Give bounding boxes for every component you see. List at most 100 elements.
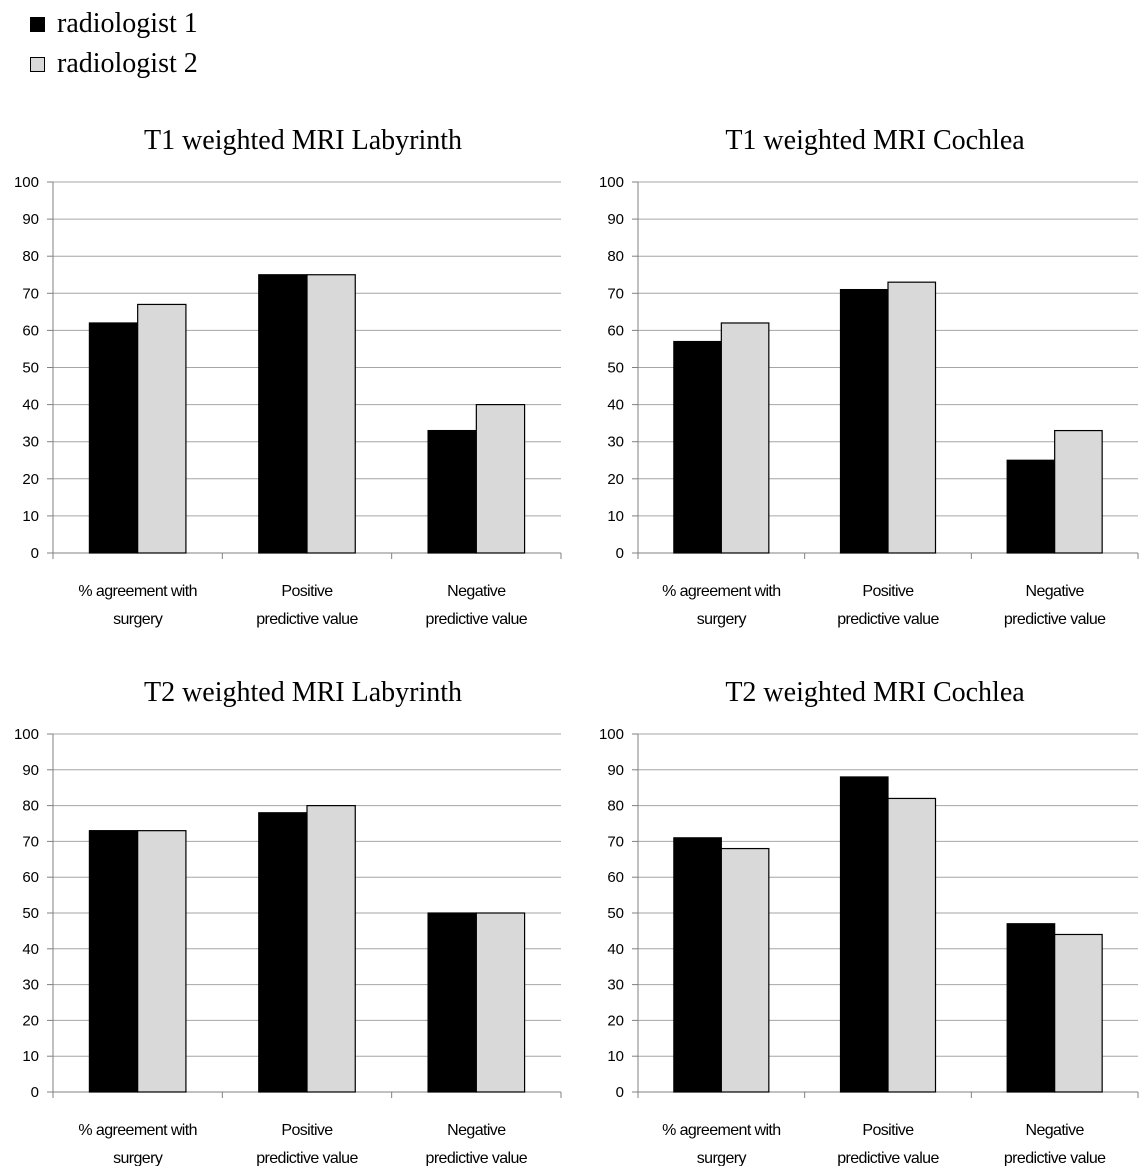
chart-3-category-label: Positive: [281, 1122, 333, 1139]
legend-item-radiologist-2: radiologist 2: [30, 44, 198, 84]
chart-3-bar-radiologist-2: [306, 804, 356, 1093]
chart-4-bar-radiologist-1: [1006, 923, 1056, 1093]
chart-2-title: T1 weighted MRI Cochlea: [725, 125, 1025, 156]
chart-2-y-tick-label: 0: [616, 545, 624, 562]
chart-4-category-label: Negative: [1025, 1122, 1084, 1139]
chart-4-y-tick-label: 80: [607, 798, 624, 815]
chart-3-category-label: predictive value: [426, 1150, 528, 1166]
chart-3-bar-radiologist-2: [137, 830, 187, 1093]
chart-1-bar-radiologist-1: [88, 322, 139, 554]
chart-1-y-tick-label: 0: [31, 545, 39, 562]
chart-1-y-tick-label: 60: [22, 322, 39, 339]
chart-3-y-tick-label: 80: [22, 798, 39, 815]
chart-3-bar-radiologist-1: [427, 912, 477, 1093]
chart-2-y-tick-label: 30: [607, 434, 624, 451]
chart-1-y-tick-label: 90: [22, 211, 39, 228]
chart-4-y-tick-label: 20: [607, 1012, 624, 1029]
chart-4-y-tick-label: 90: [607, 762, 624, 779]
chart-4-title: T2 weighted MRI Cochlea: [725, 677, 1025, 708]
chart-2-y-tick-label: 80: [607, 248, 624, 265]
chart-1-category-label: % agreement with: [78, 583, 196, 600]
chart-1-y-tick-label: 30: [22, 434, 39, 451]
chart-4-y-tick-label: 10: [607, 1048, 624, 1065]
chart-3-y-tick-label: 10: [22, 1048, 39, 1065]
chart-3-category-label: Negative: [447, 1122, 506, 1139]
chart-2-category-label: Positive: [862, 583, 914, 600]
chart-2-bar-radiologist-2: [887, 281, 937, 554]
chart-2-y-tick-label: 90: [607, 211, 624, 228]
chart-4-category-label: Positive: [862, 1122, 914, 1139]
chart-4-category-label: surgery: [697, 1150, 747, 1166]
chart-2-y-tick-label: 50: [607, 360, 624, 377]
legend-item-radiologist-1: radiologist 1: [30, 4, 198, 44]
chart-1-y-tick-label: 100: [14, 174, 39, 191]
chart-4-y-tick-label: 70: [607, 833, 624, 850]
chart-4-y-tick-label: 30: [607, 977, 624, 994]
chart-2-bar-radiologist-2: [1054, 429, 1103, 554]
chart-2-y-tick-label: 20: [607, 471, 624, 488]
chart-4-category-label: predictive value: [837, 1150, 939, 1166]
chart-1-y-tick-label: 20: [22, 471, 39, 488]
chart-3-category-label: predictive value: [256, 1150, 358, 1166]
chart-3-y-tick-label: 30: [22, 977, 39, 994]
chart-4-bar-radiologist-2: [720, 847, 770, 1093]
chart-2-y-tick-label: 60: [607, 322, 624, 339]
chart-1-bar-radiologist-2: [475, 404, 526, 554]
chart-3-y-tick-label: 50: [22, 905, 39, 922]
legend-swatch-radiologist-1: [30, 16, 45, 32]
chart-3-y-tick-label: 90: [22, 762, 39, 779]
chart-2-bar-radiologist-2: [720, 322, 770, 554]
chart-4-category-label: predictive value: [1004, 1150, 1106, 1166]
chart-2-bar-radiologist-1: [673, 340, 722, 554]
chart-1-y-tick-label: 80: [22, 248, 39, 265]
chart-1-category-label: Positive: [281, 583, 333, 600]
chart-1-bar-radiologist-1: [258, 274, 308, 554]
chart-1-bar-radiologist-1: [427, 429, 477, 554]
chart-4-y-tick-label: 0: [616, 1084, 624, 1101]
legend-label: radiologist 2: [57, 48, 198, 79]
chart-1-bar-radiologist-2: [137, 303, 187, 554]
chart-3-bar-radiologist-1: [258, 812, 308, 1093]
legend-label: radiologist 1: [57, 8, 198, 39]
chart-3-y-tick-label: 70: [22, 833, 39, 850]
chart-1-category-label: predictive value: [426, 611, 528, 628]
chart-3-y-tick-label: 20: [22, 1012, 39, 1029]
chart-1-y-tick-label: 10: [22, 508, 39, 525]
chart-1-category-label: predictive value: [256, 611, 358, 628]
chart-4-bar-radiologist-1: [839, 776, 889, 1093]
chart-1-y-tick-label: 50: [22, 360, 39, 377]
chart-4-bar-radiologist-2: [887, 797, 937, 1093]
chart-2-category-label: Negative: [1025, 583, 1084, 600]
chart-2-category-label: % agreement with: [662, 583, 780, 600]
chart-4-y-tick-label: 50: [607, 905, 624, 922]
chart-2-category-label: surgery: [697, 611, 747, 628]
chart-3-title: T2 weighted MRI Labyrinth: [144, 677, 462, 708]
chart-4-bar-radiologist-1: [673, 837, 722, 1093]
chart-4-category-label: % agreement with: [662, 1122, 780, 1139]
chart-1-bar-radiologist-2: [306, 274, 356, 554]
chart-3-y-tick-label: 0: [31, 1084, 39, 1101]
chart-4-bar-radiologist-2: [1054, 933, 1103, 1093]
chart-3-category-label: % agreement with: [78, 1122, 196, 1139]
chart-3-bar-radiologist-1: [88, 830, 139, 1093]
chart-2-bar-radiologist-1: [1006, 459, 1056, 554]
chart-3-y-tick-label: 100: [14, 726, 39, 743]
chart-1-y-tick-label: 70: [22, 285, 39, 302]
chart-3-y-tick-label: 60: [22, 869, 39, 886]
chart-2-category-label: predictive value: [1004, 611, 1106, 628]
chart-3-category-label: surgery: [113, 1150, 163, 1166]
chart-2-y-tick-label: 40: [607, 397, 624, 414]
chart-1-y-tick-label: 40: [22, 397, 39, 414]
chart-2-bar-radiologist-1: [839, 288, 889, 554]
chart-2-y-tick-label: 10: [607, 508, 624, 525]
chart-4-y-tick-label: 100: [599, 726, 624, 743]
legend-swatch-radiologist-2: [30, 56, 45, 72]
chart-2-y-tick-label: 100: [599, 174, 624, 191]
legend: radiologist 1 radiologist 2: [30, 4, 198, 84]
chart-2-category-label: predictive value: [837, 611, 939, 628]
chart-4-y-tick-label: 40: [607, 941, 624, 958]
chart-1-category-label: surgery: [113, 611, 163, 628]
chart-3-y-tick-label: 40: [22, 941, 39, 958]
chart-2-y-tick-label: 70: [607, 285, 624, 302]
